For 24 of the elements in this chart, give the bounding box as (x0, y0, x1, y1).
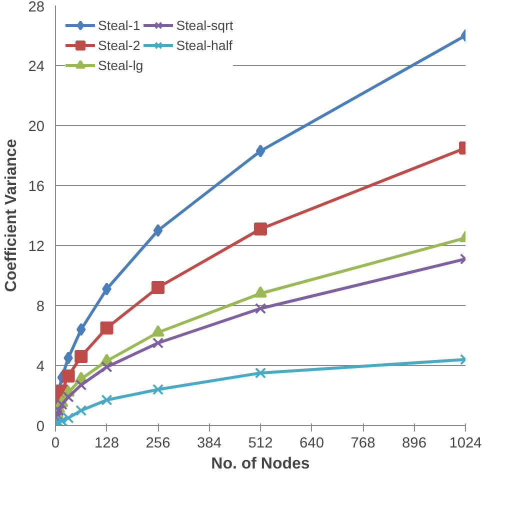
x-tick-label: 0 (51, 436, 60, 452)
x-axis-title: No. of Nodes (211, 456, 310, 472)
y-tick-label: 8 (36, 299, 45, 315)
legend-label: Steal-sqrt (176, 18, 234, 32)
legend-label: Steal-1 (98, 18, 140, 32)
y-tick-label: 20 (28, 119, 45, 135)
x-tick-label: 896 (402, 436, 426, 452)
y-tick-label: 16 (28, 179, 45, 195)
y-tick-label: 12 (28, 239, 45, 255)
legend-label: Steal-2 (98, 38, 140, 52)
x-tick-label: 512 (248, 436, 273, 452)
x-tick-label: 768 (350, 436, 376, 452)
y-tick-label: 4 (36, 359, 45, 375)
x-tick-label: 640 (300, 436, 324, 452)
y-tick-label: 24 (28, 59, 45, 75)
y-axis-title: Coefficient Variance (3, 138, 20, 292)
x-tick-label: 256 (146, 436, 170, 452)
legend-label: Steal-half (176, 38, 233, 52)
y-tick-label: 28 (28, 0, 45, 16)
x-tick-label: 384 (197, 436, 222, 452)
y-tick-label: 0 (36, 419, 45, 435)
x-tick-label: 128 (94, 436, 119, 452)
legend-label: Steal-lg (98, 58, 144, 72)
x-tick-label: 1024 (449, 436, 482, 452)
